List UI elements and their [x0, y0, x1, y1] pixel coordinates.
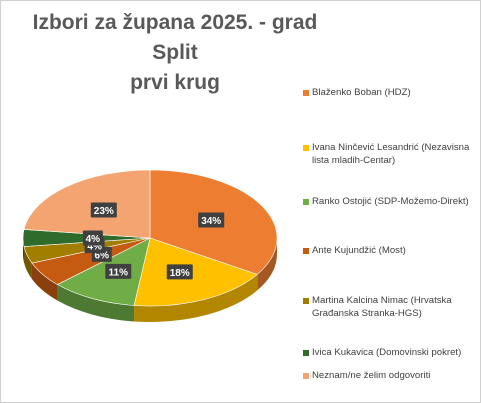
- pie-slice-side-4: [31, 263, 58, 301]
- data-label-text-2: 18%: [170, 268, 190, 279]
- data-label-box-6: [82, 230, 103, 246]
- legend-label-5: Martina Kalcina Nimac (Hrvatska Građansk…: [312, 295, 452, 319]
- legend-label-2: Ivana Ninčević Lesandrić (Nezavisna list…: [312, 142, 470, 166]
- pie-slice-2: [133, 237, 258, 307]
- legend-swatch-3: [303, 199, 309, 205]
- data-label-text-5: 4%: [87, 242, 102, 253]
- legend-swatch-2: [303, 145, 309, 151]
- legend-label-3: Ranko Ostojić (SDP-Možemo-Direkt): [312, 196, 469, 207]
- legend-label-6: Ivica Kukavica (Domovinski pokret): [312, 347, 462, 358]
- legend-label-1: Blaženko Boban (HDZ): [312, 87, 411, 98]
- pie-slice-3: [56, 237, 151, 306]
- pie-slice-side-2: [134, 274, 258, 322]
- data-label-2: 18%: [166, 264, 193, 280]
- pie-slice-7: [23, 169, 151, 239]
- data-label-text-7: 23%: [94, 206, 114, 217]
- pie-slice-side-1: [257, 238, 277, 291]
- chart-title: Izbori za župana 2025. - grad Split prvi…: [10, 8, 340, 98]
- data-label-text-4: 6%: [95, 250, 110, 261]
- legend-swatch-1: [303, 90, 309, 96]
- data-label-3: 11%: [105, 263, 132, 279]
- pie-slice-side-5: [24, 246, 32, 280]
- data-label-text-1: 34%: [201, 216, 221, 227]
- data-label-text-3: 11%: [109, 267, 129, 278]
- legend-label-4: Ante Kujundžić (Most): [312, 245, 406, 256]
- legend-label-7: Neznam/ne želim odgovoriti: [312, 370, 431, 381]
- data-label-1: 34%: [198, 212, 225, 228]
- data-label-text-6: 4%: [86, 234, 101, 245]
- data-label-box-1: [198, 212, 225, 228]
- data-label-6: 4%: [82, 230, 103, 246]
- data-label-box-2: [166, 264, 193, 280]
- chart-title-line-1: Izbori za župana 2025. - grad Split: [32, 11, 318, 64]
- legend-swatch-7: [303, 373, 309, 379]
- data-label-box-3: [105, 263, 132, 279]
- legend-swatch-6: [303, 350, 309, 356]
- chart-title-line-2: prvi krug: [130, 71, 220, 94]
- legend-swatch-5: [303, 298, 309, 304]
- legend-swatch-4: [303, 248, 309, 254]
- data-label-7: 23%: [90, 202, 117, 218]
- data-label-box-7: [90, 202, 117, 218]
